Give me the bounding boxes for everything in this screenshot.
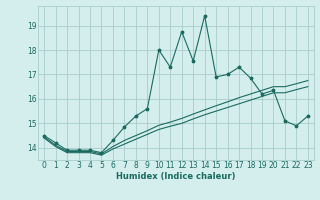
X-axis label: Humidex (Indice chaleur): Humidex (Indice chaleur) [116,172,236,181]
